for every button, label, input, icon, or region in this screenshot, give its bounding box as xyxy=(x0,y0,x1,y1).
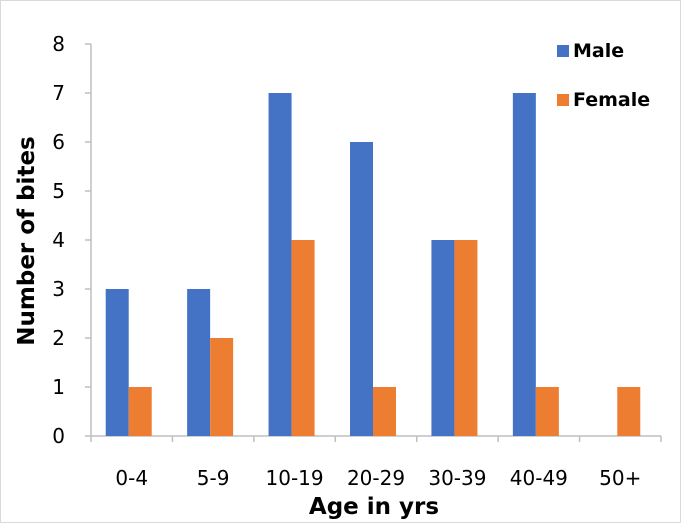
y-tick-label: 6 xyxy=(52,130,65,154)
y-tick-label: 5 xyxy=(52,179,65,203)
x-axis-label: Age in yrs xyxy=(309,494,439,520)
y-tick-label: 3 xyxy=(52,277,65,301)
bar-male-40-49 xyxy=(512,93,536,436)
bars xyxy=(105,93,641,436)
x-tick-label: 50+ xyxy=(599,466,641,490)
bar-female-40-49 xyxy=(535,387,559,436)
bar-female-50+ xyxy=(617,387,641,436)
legend: Male Female xyxy=(557,40,650,111)
legend-label-male: Male xyxy=(573,40,624,62)
y-tick-label: 1 xyxy=(52,375,65,399)
bar-male-5-9 xyxy=(187,289,211,436)
tick-labels: 0 1 2 3 4 5 6 7 8 0-4 5-9 10-19 20-29 30-39 40-49 50+ xyxy=(52,32,641,490)
y-axis-label: Number of bites xyxy=(14,136,40,345)
y-tick-label: 2 xyxy=(52,326,65,350)
y-tick-label: 4 xyxy=(52,228,65,252)
x-tick-label: 10-19 xyxy=(266,466,324,490)
x-tick-label: 0-4 xyxy=(115,466,148,490)
bar-male-20-29 xyxy=(350,142,373,436)
bar-male-30-39 xyxy=(431,240,455,436)
x-tick-label: 20-29 xyxy=(347,466,405,490)
legend-swatch-female xyxy=(557,94,569,106)
legend-label-female: Female xyxy=(573,89,650,111)
axes xyxy=(85,43,662,442)
bar-female-30-39 xyxy=(454,240,478,436)
bar-male-10-19 xyxy=(268,93,292,436)
y-tick-label: 7 xyxy=(52,81,65,105)
y-tick-label: 0 xyxy=(52,424,65,448)
x-tick-label: 40-49 xyxy=(510,466,568,490)
legend-swatch-male xyxy=(557,45,569,57)
bar-male-0-4 xyxy=(105,289,129,436)
y-tick-label: 8 xyxy=(52,32,65,56)
bar-female-10-19 xyxy=(291,240,315,436)
bar-female-20-29 xyxy=(373,387,396,436)
bar-female-0-4 xyxy=(128,387,152,436)
x-tick-label: 30-39 xyxy=(428,466,486,490)
bar-female-5-9 xyxy=(210,338,234,436)
x-tick-label: 5-9 xyxy=(197,466,230,490)
